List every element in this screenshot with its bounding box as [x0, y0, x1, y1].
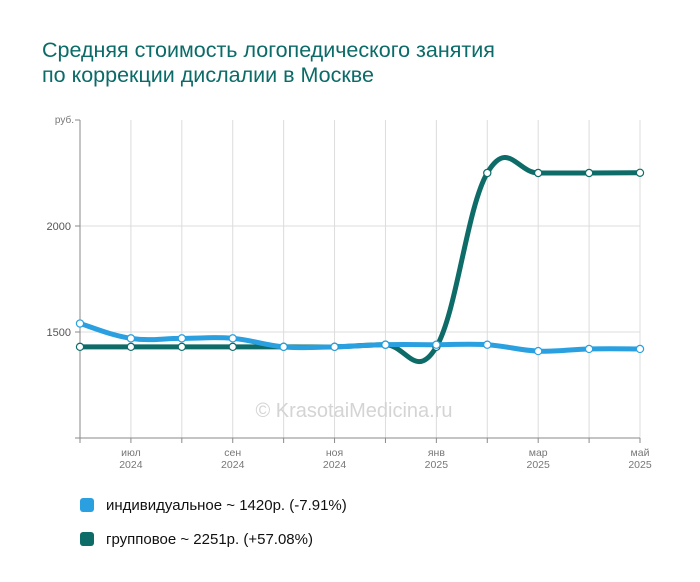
data-point-individual — [126, 334, 136, 343]
x-tick-label-year: 2025 — [425, 459, 449, 471]
data-point-individual — [432, 340, 441, 349]
data-point-group — [584, 168, 594, 178]
chart-title-line-2: по коррекции дислалии в Москве — [42, 63, 374, 87]
grid — [80, 120, 641, 438]
y-tick-label: 2000 — [47, 221, 71, 233]
chart-title-line-1: Средняя стоимость логопедического заняти… — [42, 38, 495, 62]
x-tick-label-month: июл — [121, 447, 141, 459]
legend-label-individual: индивидуальное ~ 1420р. (-7.91%) — [106, 496, 347, 514]
series-line-group — [77, 155, 643, 365]
x-tick-label-month: янв — [428, 447, 445, 459]
data-point-group — [75, 342, 85, 352]
data-point-individual — [279, 342, 288, 352]
series — [77, 155, 643, 365]
legend-swatch-group — [80, 532, 94, 546]
data-point-individual — [381, 340, 390, 349]
legend-swatch-individual — [80, 498, 94, 512]
series-line-individual — [77, 321, 643, 354]
y-axis-unit-label: руб. — [55, 114, 74, 126]
data-point-group — [228, 342, 237, 352]
x-tick-label-month: ноя — [326, 447, 343, 459]
x-tick-label-month: сен — [224, 447, 241, 459]
x-tick-label-year: 2025 — [628, 459, 652, 471]
data-point-individual — [584, 344, 594, 354]
data-point-individual — [483, 340, 492, 349]
x-tick-label-year: 2025 — [527, 459, 551, 471]
data-point-individual — [635, 344, 645, 354]
data-point-individual — [177, 334, 187, 343]
data-point-group — [483, 168, 492, 178]
legend-item-individual[interactable]: индивидуальное ~ 1420р. (-7.91%) — [80, 488, 347, 522]
data-points — [75, 168, 645, 356]
chart-title: Средняя стоимость логопедического заняти… — [42, 38, 495, 88]
x-tick-label-month: мар — [529, 447, 548, 459]
data-point-individual — [330, 342, 339, 352]
legend: индивидуальное ~ 1420р. (-7.91%) группов… — [80, 488, 347, 556]
data-point-individual — [228, 334, 237, 343]
data-point-individual — [533, 346, 543, 356]
data-point-group — [177, 342, 187, 352]
y-tick-label: 1500 — [47, 327, 71, 339]
legend-label-group: групповое ~ 2251р. (+57.08%) — [106, 530, 313, 548]
x-tick-label-year: 2024 — [119, 459, 143, 471]
x-tick-label-year: 2024 — [323, 459, 347, 471]
axes: руб.15002000июл2024сен2024ноя2024янв2025… — [47, 114, 652, 471]
data-point-group — [635, 168, 645, 177]
x-tick-label-year: 2024 — [221, 459, 245, 471]
legend-item-group[interactable]: групповое ~ 2251р. (+57.08%) — [80, 522, 347, 556]
data-point-group — [126, 342, 136, 352]
data-point-group — [533, 168, 543, 178]
data-point-individual — [75, 319, 85, 328]
x-tick-label-month: май — [631, 447, 650, 459]
watermark: © KrasotaiMedicina.ru — [255, 400, 452, 422]
